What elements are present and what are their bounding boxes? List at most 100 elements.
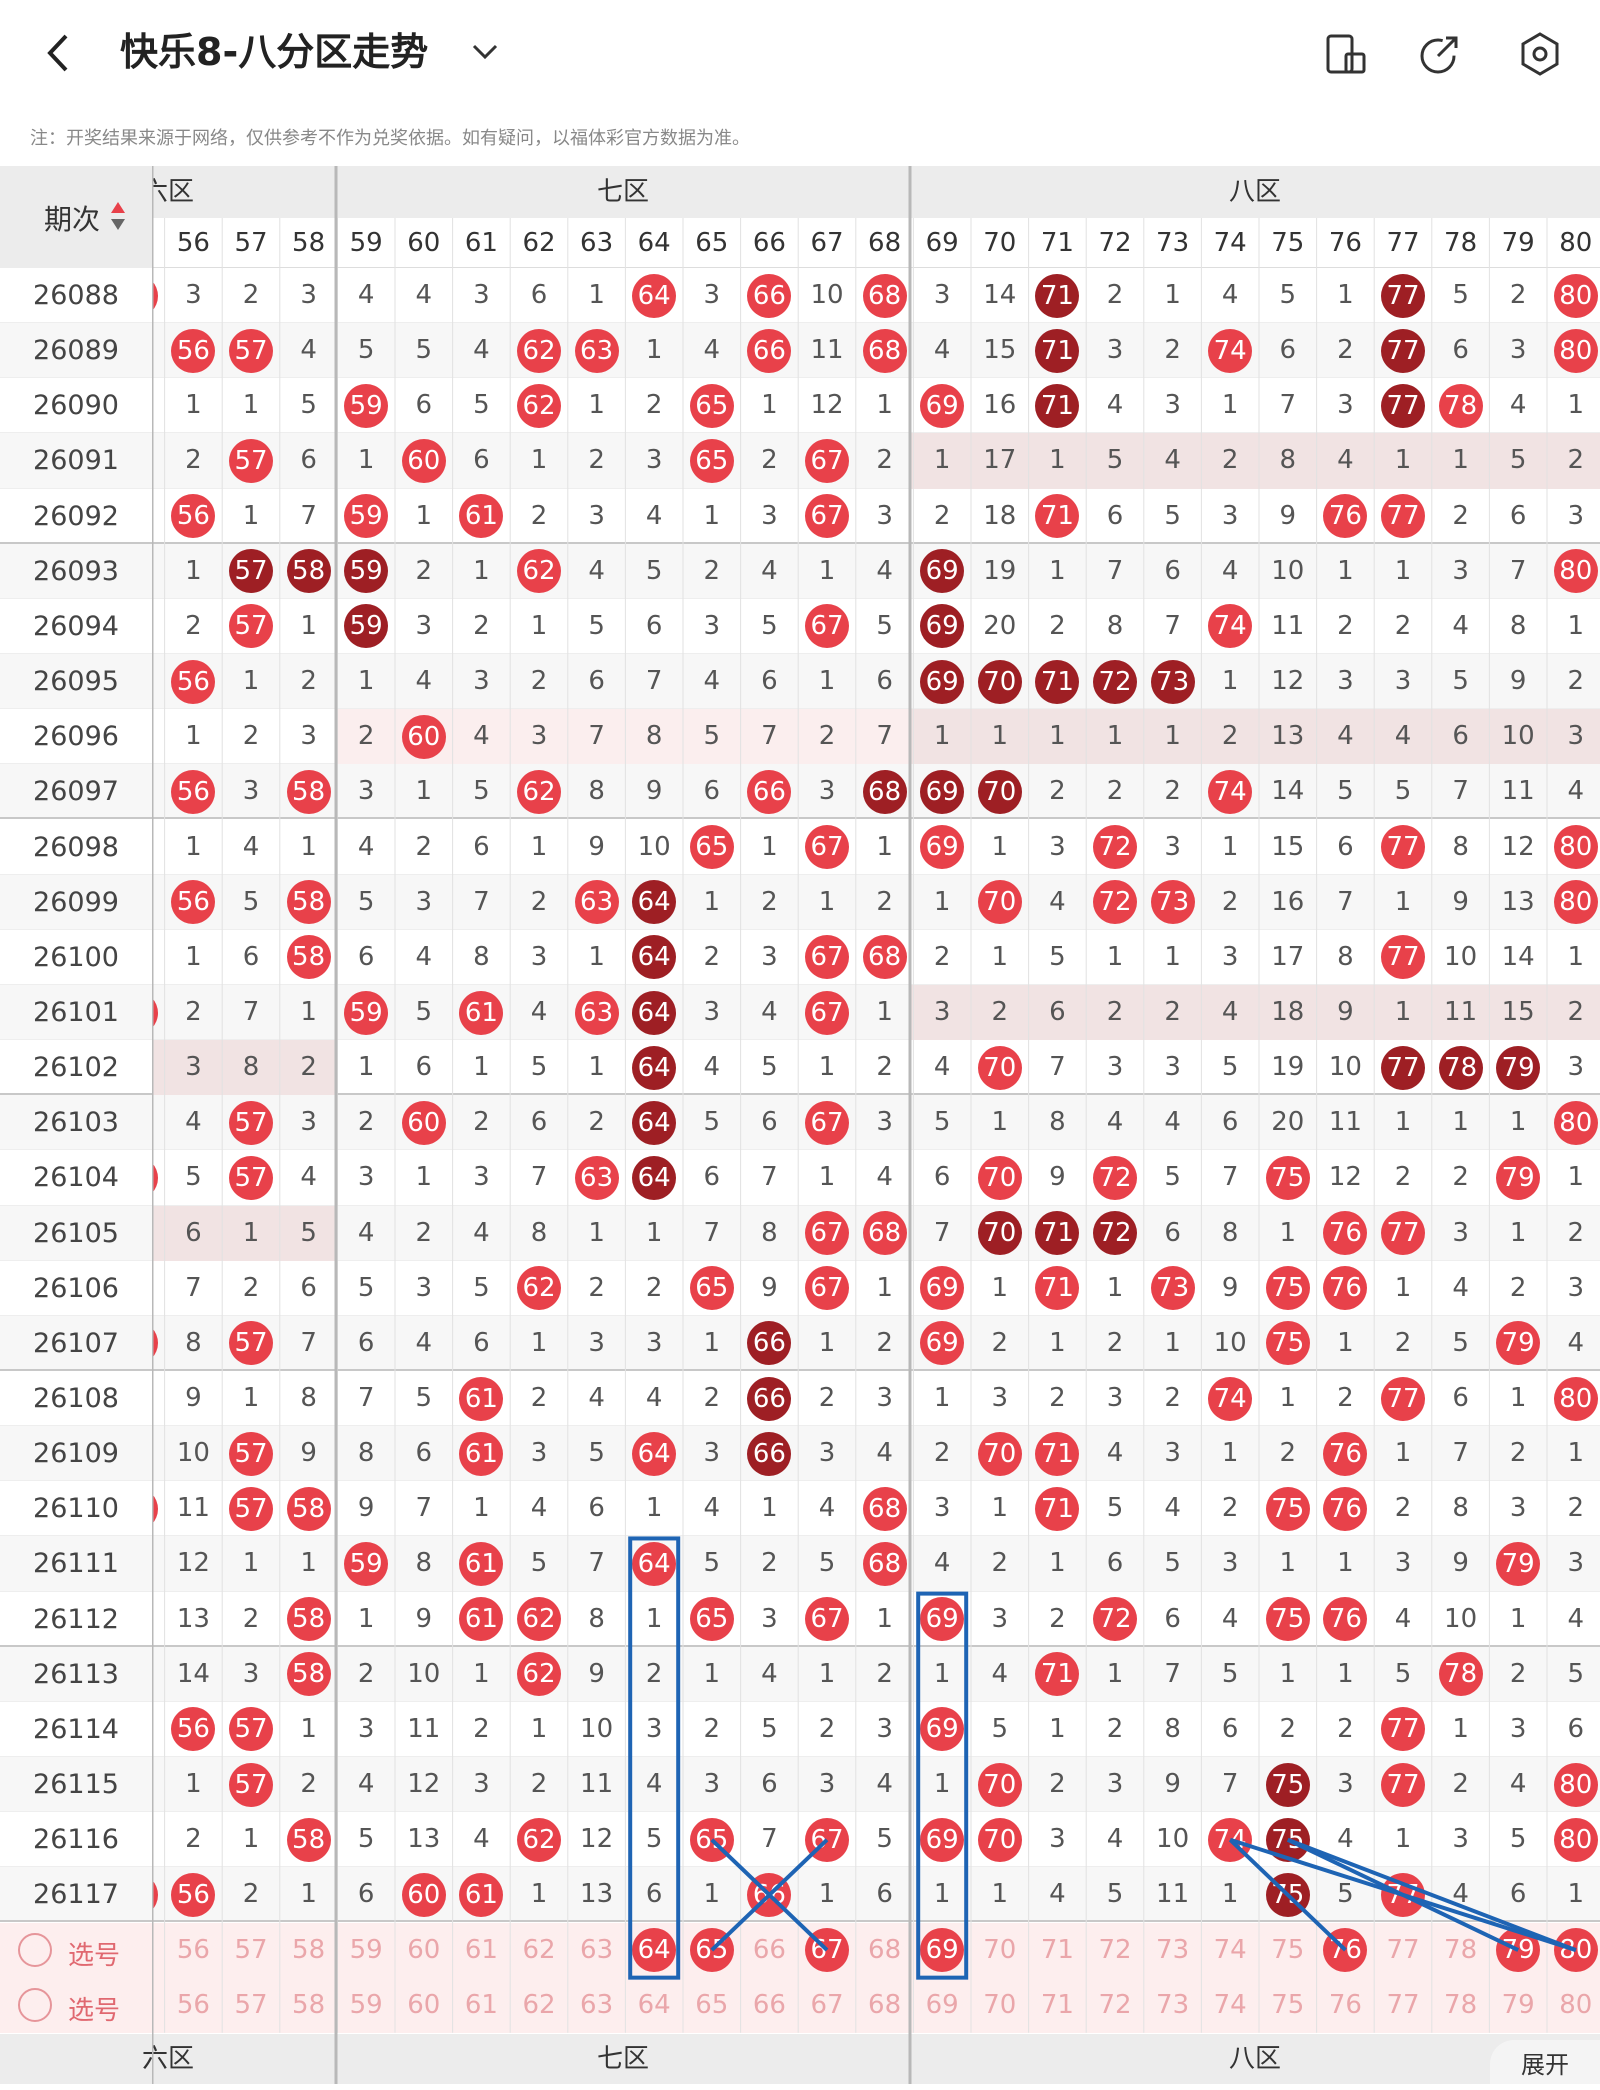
select-number[interactable]: 62	[522, 1989, 556, 2020]
select-number[interactable]: 60	[407, 1989, 441, 2020]
select-number[interactable]: 63	[580, 1989, 614, 2020]
select-number[interactable]: 75	[1271, 1934, 1305, 1965]
select-number[interactable]: 80	[1559, 1989, 1593, 2020]
select-number[interactable]: 68	[868, 1989, 902, 2020]
select-number[interactable]: 57	[234, 1989, 268, 2020]
zone-label: 七区	[596, 177, 649, 207]
number-ball: 66	[747, 1872, 792, 1917]
select-number[interactable]: 72	[1098, 1989, 1132, 2020]
number-ball: 70	[977, 1211, 1022, 1256]
select-number[interactable]: 69	[925, 1989, 959, 2020]
select-number[interactable]: 71	[1040, 1989, 1074, 2020]
miss-count: 3	[473, 280, 490, 310]
select-number[interactable]: 58	[292, 1934, 326, 1965]
select-number[interactable]: 72	[1098, 1934, 1132, 1965]
number-ball: 61	[459, 494, 504, 539]
back-arrow-icon[interactable]	[38, 28, 88, 78]
miss-count: 3	[415, 886, 433, 917]
select-number[interactable]: 78	[1444, 1934, 1478, 1965]
select-number[interactable]: 65	[695, 1989, 729, 2020]
select-ball[interactable]: 67	[805, 1928, 849, 1973]
select-number[interactable]: 56	[176, 1989, 210, 2020]
sort-icon[interactable]	[110, 200, 126, 236]
select-number[interactable]: 57	[234, 1934, 268, 1965]
select-number[interactable]: 76	[1328, 1989, 1362, 2020]
select-number[interactable]: 74	[1213, 1934, 1247, 1965]
select-number[interactable]: 66	[752, 1934, 786, 1965]
select-number[interactable]: 59	[349, 1934, 383, 1965]
miss-count: 4	[645, 500, 663, 531]
select-number[interactable]: 63	[580, 1934, 614, 1965]
number-ball: 67	[805, 1266, 849, 1311]
select-ball[interactable]: 80	[1553, 1928, 1598, 1973]
select-number[interactable]: 55	[152, 1978, 165, 2033]
settings-icon[interactable]	[1516, 30, 1564, 78]
miss-count: 6	[357, 941, 375, 972]
select-number[interactable]: 79	[1501, 1989, 1535, 2020]
select-radio[interactable]	[18, 1932, 52, 1967]
miss-count: 2	[1452, 500, 1469, 531]
miss-count: 4	[242, 831, 260, 862]
select-number[interactable]: 60	[407, 1934, 441, 1965]
number-ball: 75	[1265, 1321, 1310, 1366]
select-label: 选号	[68, 1995, 121, 2026]
period-header[interactable]: 期次	[0, 166, 152, 268]
number-ball: 59	[344, 990, 389, 1035]
column-header: 58	[292, 228, 326, 258]
miss-count: 1	[933, 1658, 951, 1689]
miss-count: 8	[1049, 1107, 1066, 1138]
miss-count: 9	[357, 1493, 375, 1524]
number-ball: 62	[517, 1597, 561, 1642]
miss-count: 3	[761, 941, 778, 972]
select-number[interactable]: 78	[1444, 1989, 1478, 2020]
number-ball: 59	[344, 494, 389, 539]
miss-count: 5	[1279, 280, 1297, 310]
miss-count: 1	[933, 1383, 951, 1413]
select-number[interactable]: 59	[349, 1989, 383, 2020]
select-number[interactable]: 75	[1271, 1989, 1305, 2020]
number-ball: 72	[1093, 1597, 1137, 1642]
select-number[interactable]: 77	[1386, 1989, 1420, 2020]
expand-button[interactable]: 展开	[1490, 2040, 1600, 2084]
select-number[interactable]: 55	[152, 1923, 165, 1978]
select-ball[interactable]: 79	[1496, 1928, 1541, 1973]
select-number[interactable]: 70	[983, 1989, 1017, 2020]
miss-count: 2	[1452, 1769, 1469, 1800]
select-number[interactable]: 61	[464, 1934, 498, 1965]
number-ball: 57	[229, 604, 273, 649]
miss-count: 9	[415, 1603, 433, 1634]
portrait-mode-icon[interactable]	[1322, 30, 1370, 78]
miss-count: 1	[1221, 666, 1239, 697]
zone-shade	[152, 1040, 336, 1096]
select-number[interactable]: 64	[637, 1989, 671, 2020]
miss-count: 2	[876, 1658, 893, 1689]
select-number[interactable]: 62	[522, 1934, 556, 1965]
select-number[interactable]: 61	[464, 1989, 498, 2020]
select-number[interactable]: 74	[1213, 1989, 1247, 2020]
select-number[interactable]: 73	[1156, 1989, 1190, 2020]
miss-count: 19	[1271, 1052, 1305, 1083]
select-ball[interactable]: 65	[689, 1928, 734, 1973]
share-icon[interactable]	[1416, 30, 1464, 78]
select-number[interactable]: 58	[292, 1989, 326, 2020]
select-number[interactable]: 71	[1040, 1934, 1074, 1965]
number-ball: 75	[1265, 1486, 1310, 1531]
select-ball[interactable]: 64	[632, 1928, 677, 1973]
miss-count: 8	[1337, 941, 1354, 972]
miss-count: 2	[242, 280, 260, 310]
select-number[interactable]: 66	[752, 1989, 786, 2020]
number-ball: 77	[1381, 383, 1425, 428]
select-ball[interactable]: 69	[920, 1928, 965, 1973]
select-number[interactable]: 77	[1386, 1934, 1420, 1965]
select-number[interactable]: 56	[176, 1934, 210, 1965]
top-bar: 快乐8-八分区走势	[0, 0, 1600, 110]
select-number[interactable]: 67	[810, 1989, 844, 2020]
select-number[interactable]: 68	[868, 1934, 902, 1965]
select-number[interactable]: 70	[983, 1934, 1017, 1965]
miss-count: 2	[242, 721, 260, 752]
select-number[interactable]: 73	[1156, 1934, 1190, 1965]
column-header: 75	[1271, 228, 1305, 258]
select-radio[interactable]	[18, 1987, 52, 2022]
chevron-down-icon[interactable]	[470, 30, 500, 87]
miss-count: 5	[761, 1713, 778, 1744]
